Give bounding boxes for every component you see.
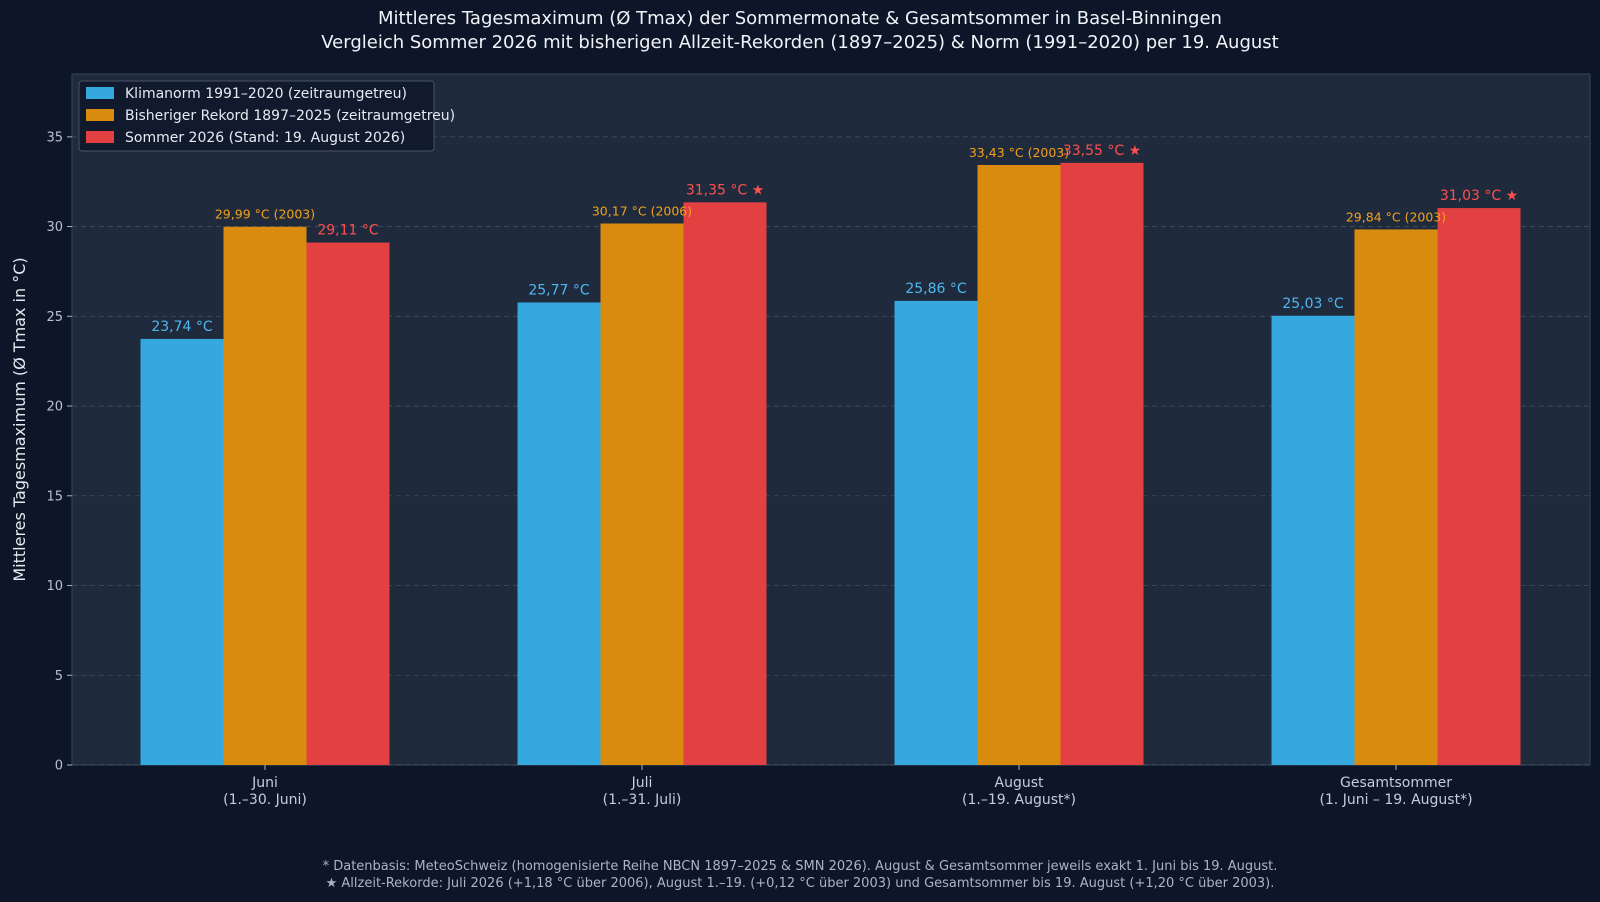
- bar-sommer-2026: [306, 242, 390, 765]
- y-tick-label: 0: [55, 759, 63, 774]
- value-label-klimanorm: 23,74 °C: [151, 319, 213, 335]
- x-tick-sublabel: (1.–19. August*): [962, 792, 1076, 808]
- x-tick-sublabel: (1.–30. Juni): [223, 792, 307, 808]
- legend-swatch: [86, 109, 114, 121]
- chart-subtitle: Vergleich Sommer 2026 mit bisherigen All…: [321, 32, 1279, 53]
- x-tick-sublabel: (1.–31. Juli): [603, 792, 682, 808]
- y-tick-label: 15: [46, 489, 63, 504]
- legend-swatch: [86, 87, 114, 99]
- legend-box: [78, 80, 435, 152]
- x-tick-label: Juni: [251, 775, 278, 791]
- y-tick-label: 25: [46, 310, 63, 325]
- value-label-klimanorm: 25,86 °C: [905, 281, 967, 297]
- bar-klimanorm: [517, 302, 601, 765]
- value-labels: 23,74 °C 29,99 °C (2003)29,11 °C 25,77 °C 3…: [151, 143, 1518, 335]
- x-tick-sublabel: (1. Juni – 19. August*): [1319, 792, 1472, 808]
- x-tick-label: Gesamtsommer: [1340, 775, 1452, 791]
- chart-title: Mittleres Tagesmaximum (Ø Tmax) der Somm…: [378, 8, 1222, 29]
- x-tick-label: August: [995, 775, 1045, 791]
- value-label-sommer-2026: 31,03 °C ★: [1440, 188, 1518, 204]
- footnote-records: ★ Allzeit-Rekorde: Juli 2026 (+1,18 °C ü…: [325, 876, 1275, 891]
- legend-label: Sommer 2026 (Stand: 19. August 2026): [125, 130, 405, 146]
- legend-label: Klimanorm 1991–2020 (zeitraumgetreu): [125, 86, 407, 102]
- bar-sommer-2026: [1437, 208, 1521, 765]
- y-axis: 0 5 10 15 20 25 30 35: [46, 130, 72, 774]
- value-label-rekord: 30,17 °C (2006): [592, 204, 692, 219]
- value-label-sommer-2026: 33,55 °C ★: [1063, 143, 1141, 159]
- bar-klimanorm: [1271, 315, 1355, 765]
- x-axis: Juni(1.–30. Juni) Juli(1.–31. Juli) August…: [223, 765, 1473, 808]
- y-tick-label: 20: [46, 400, 63, 415]
- value-label-sommer-2026: 29,11 °C: [317, 223, 379, 239]
- value-label-klimanorm: 25,03 °C: [1282, 296, 1344, 312]
- y-axis-label: Mittleres Tagesmaximum (Ø Tmax in °C): [10, 257, 29, 581]
- x-tick-label: Juli: [631, 775, 653, 791]
- legend: Klimanorm 1991–2020 (zeitraumgetreu) Bish…: [78, 80, 455, 152]
- bar-rekord: [977, 164, 1061, 765]
- bar-rekord: [223, 226, 307, 765]
- y-tick-label: 35: [46, 130, 63, 145]
- bar-rekord: [600, 223, 684, 766]
- value-label-klimanorm: 25,77 °C: [528, 282, 590, 298]
- footnote-source: * Datenbasis: MeteoSchweiz (homogenisier…: [322, 859, 1278, 874]
- y-tick-label: 10: [46, 579, 63, 594]
- bar-sommer-2026: [1060, 162, 1144, 766]
- bar-rekord: [1354, 229, 1438, 766]
- legend-swatch: [86, 131, 114, 143]
- value-label-sommer-2026: 31,35 °C ★: [686, 182, 764, 198]
- value-label-rekord: 29,99 °C (2003): [215, 207, 315, 222]
- bar-klimanorm: [140, 338, 224, 765]
- value-label-rekord: 29,84 °C (2003): [1346, 209, 1446, 224]
- bar-sommer-2026: [683, 202, 767, 766]
- value-label-rekord: 33,43 °C (2003): [969, 145, 1069, 160]
- bars: [140, 162, 1521, 766]
- y-tick-label: 30: [46, 220, 63, 235]
- bar-klimanorm: [894, 300, 978, 765]
- legend-label: Bisheriger Rekord 1897–2025 (zeitraumget…: [125, 108, 455, 124]
- y-tick-label: 5: [55, 669, 63, 684]
